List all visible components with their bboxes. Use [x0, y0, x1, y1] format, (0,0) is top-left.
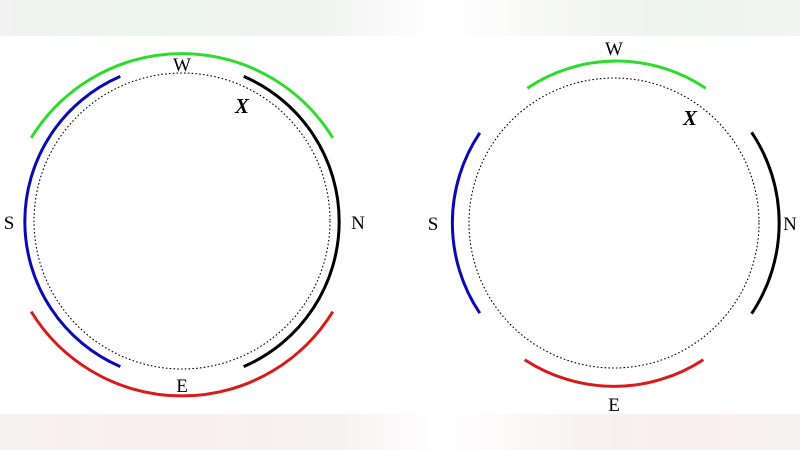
dotted-circle-left: [33, 72, 331, 370]
diagram-right: W S N E X: [428, 39, 797, 416]
label-west-left: W: [173, 55, 191, 76]
arc-west-green-left: [29, 52, 335, 139]
label-east-right: E: [608, 395, 620, 416]
arc-north-black-left: [243, 75, 341, 368]
arc-east-red-left: [29, 310, 335, 398]
diagram-left: W S N E X: [4, 52, 365, 398]
label-point-x-right: X: [682, 106, 698, 130]
dotted-circle-right: [468, 77, 760, 369]
arc-north-black-right: [750, 131, 781, 315]
arc-south-blue-left: [23, 75, 121, 368]
label-north-right: N: [783, 214, 797, 235]
label-south-right: S: [428, 214, 439, 235]
label-west-right: W: [605, 39, 623, 60]
arc-west-green-right: [526, 59, 707, 90]
bottom-blurred-band: [0, 414, 800, 450]
label-point-x-left: X: [234, 94, 250, 118]
arc-south-blue-right: [450, 131, 482, 315]
arc-east-red-right: [523, 358, 705, 388]
label-north-left: N: [351, 213, 365, 234]
figure-area: [0, 36, 800, 414]
label-east-left: E: [176, 376, 188, 397]
label-south-left: S: [4, 213, 15, 234]
top-blurred-band: [0, 0, 800, 36]
